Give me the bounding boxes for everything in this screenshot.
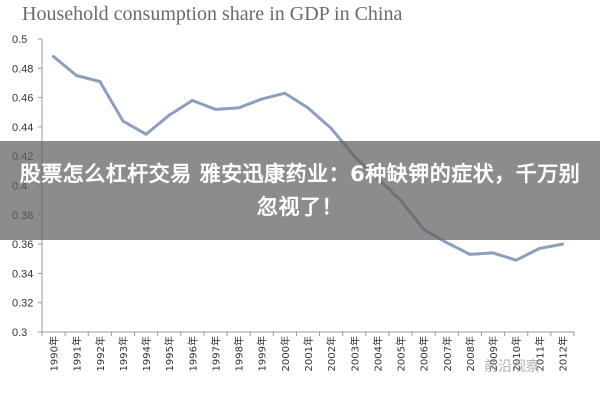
x-tick-label: 1990年 [48,336,61,371]
y-tick-label: 0.32 [12,298,33,310]
x-tick-label: 2005年 [395,336,408,371]
data-point [98,79,102,83]
y-tick-label: 0.34 [12,268,33,280]
x-tick-label: 1991年 [71,336,84,371]
data-point [306,106,310,110]
x-tick-label: 2010年 [510,336,523,371]
x-tick-label: 2008年 [464,336,477,371]
y-tick-label: 0.44 [12,122,33,134]
data-point [237,106,241,110]
headline-text: 股票怎么杠杆交易 雅安迅康药业：6种缺钾的症状，千万别忽视了！ [19,161,581,219]
x-tick-label: 2004年 [371,336,384,371]
data-point [329,126,333,130]
x-tick-label: 1995年 [163,336,176,371]
x-tick-label: 1998年 [233,336,246,371]
data-point [190,99,194,103]
x-tick-label: 1993年 [117,336,130,371]
headline-banner[interactable]: 股票怎么杠杆交易 雅安迅康药业：6种缺钾的症状，千万别忽视了！ [0,141,600,240]
x-tick-label: 1996年 [186,336,199,371]
x-tick-label: 2009年 [487,336,500,371]
x-tick-label: 2006年 [418,336,431,371]
x-tick-label: 1997年 [209,336,222,371]
data-point [283,91,287,95]
x-tick-label: 1992年 [94,336,107,371]
x-tick-label: 2012年 [556,336,569,371]
data-point [144,132,148,136]
data-point [52,55,56,59]
x-tick-label: 1999年 [256,336,269,371]
data-point [468,252,472,256]
data-point [514,258,518,262]
y-tick-label: 0.36 [12,239,33,251]
x-tick-label: 2007年 [441,336,454,371]
y-tick-label: 0.5 [12,34,27,46]
x-tick-label: 1994年 [140,336,153,371]
chart-title: Household consumption share in GDP in Ch… [22,3,403,25]
data-point [560,242,564,246]
data-point [537,246,541,250]
x-tick-label: 2002年 [325,336,338,371]
watermark-text: 前沿观察 [484,359,540,375]
data-point [491,251,495,255]
y-tick-label: 0.48 [12,63,33,75]
x-axis-ticks: 1990年 1991年 1992年 1993年 1994年 1995年 1996年 1997年… [41,332,575,371]
y-tick-label: 0.46 [12,93,33,105]
x-tick-label: 2001年 [302,336,315,371]
data-point [121,119,125,123]
data-point [213,107,217,111]
data-point [167,113,171,117]
data-point [445,241,449,245]
x-tick-label: 2011年 [533,336,546,371]
data-point [75,74,79,78]
y-tick-label: 0.3 [12,327,27,339]
data-point [260,97,264,101]
x-tick-label: 2000年 [279,336,292,371]
x-tick-label: 2003年 [348,336,361,371]
